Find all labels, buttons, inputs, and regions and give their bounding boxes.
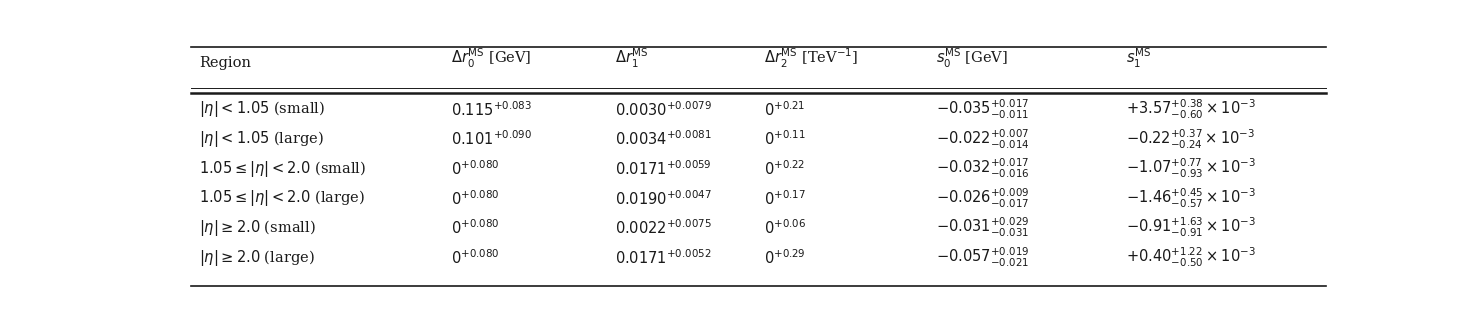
Text: $0^{+0.080}$: $0^{+0.080}$ — [451, 189, 500, 208]
Text: $0^{+0.21}$: $0^{+0.21}$ — [764, 100, 805, 119]
Text: $|\eta| \geq 2.0$ (large): $|\eta| \geq 2.0$ (large) — [198, 247, 314, 268]
Text: $0.0034^{+0.0081}$: $0.0034^{+0.0081}$ — [616, 130, 712, 148]
Text: $0^{+0.080}$: $0^{+0.080}$ — [451, 218, 500, 237]
Text: $1.05 \leq |\eta| < 2.0$ (large): $1.05 \leq |\eta| < 2.0$ (large) — [198, 188, 366, 208]
Text: $-0.026^{+0.009}_{-0.017}$: $-0.026^{+0.009}_{-0.017}$ — [937, 187, 1030, 210]
Text: $-0.031^{+0.029}_{-0.031}$: $-0.031^{+0.029}_{-0.031}$ — [937, 216, 1030, 240]
Text: $0.0030^{+0.0079}$: $0.0030^{+0.0079}$ — [616, 100, 712, 119]
Text: $-0.022^{+0.007}_{-0.014}$: $-0.022^{+0.007}_{-0.014}$ — [937, 127, 1030, 151]
Text: $0.101^{+0.090}$: $0.101^{+0.090}$ — [451, 130, 533, 148]
Text: $0^{+0.11}$: $0^{+0.11}$ — [764, 130, 807, 148]
Text: Region: Region — [198, 56, 250, 70]
Text: $-0.91^{+1.63}_{-0.91} \times 10^{-3}$: $-0.91^{+1.63}_{-0.91} \times 10^{-3}$ — [1126, 216, 1255, 240]
Text: $\Delta r_1^{\mathrm{MS}}$: $\Delta r_1^{\mathrm{MS}}$ — [616, 47, 648, 70]
Text: $-0.057^{+0.019}_{-0.021}$: $-0.057^{+0.019}_{-0.021}$ — [937, 246, 1030, 269]
Text: $0^{+0.22}$: $0^{+0.22}$ — [764, 159, 805, 178]
Text: $0.0190^{+0.0047}$: $0.0190^{+0.0047}$ — [616, 189, 712, 208]
Text: $0^{+0.06}$: $0^{+0.06}$ — [764, 218, 807, 237]
Text: $-1.07^{+0.77}_{-0.93} \times 10^{-3}$: $-1.07^{+0.77}_{-0.93} \times 10^{-3}$ — [1126, 157, 1255, 180]
Text: $0.0171^{+0.0059}$: $0.0171^{+0.0059}$ — [616, 159, 712, 178]
Text: $|\eta| < 1.05$ (large): $|\eta| < 1.05$ (large) — [198, 129, 324, 149]
Text: $s_1^{\mathrm{MS}}$: $s_1^{\mathrm{MS}}$ — [1126, 47, 1150, 70]
Text: $|\eta| \geq 2.0$ (small): $|\eta| \geq 2.0$ (small) — [198, 218, 315, 238]
Text: $|\eta| < 1.05$ (small): $|\eta| < 1.05$ (small) — [198, 99, 324, 119]
Text: $+0.40^{+1.22}_{-0.50} \times 10^{-3}$: $+0.40^{+1.22}_{-0.50} \times 10^{-3}$ — [1126, 246, 1255, 269]
Text: $0^{+0.17}$: $0^{+0.17}$ — [764, 189, 807, 208]
Text: $s_0^{\mathrm{MS}}$ [GeV]: $s_0^{\mathrm{MS}}$ [GeV] — [937, 47, 1008, 70]
Text: $-0.035^{+0.017}_{-0.011}$: $-0.035^{+0.017}_{-0.011}$ — [937, 98, 1030, 121]
Text: $-0.22^{+0.37}_{-0.24} \times 10^{-3}$: $-0.22^{+0.37}_{-0.24} \times 10^{-3}$ — [1126, 127, 1255, 151]
Text: $-1.46^{+0.45}_{-0.57} \times 10^{-3}$: $-1.46^{+0.45}_{-0.57} \times 10^{-3}$ — [1126, 187, 1255, 210]
Text: $1.05 \leq |\eta| < 2.0$ (small): $1.05 \leq |\eta| < 2.0$ (small) — [198, 159, 366, 179]
Text: $-0.032^{+0.017}_{-0.016}$: $-0.032^{+0.017}_{-0.016}$ — [937, 157, 1030, 180]
Text: $0^{+0.080}$: $0^{+0.080}$ — [451, 159, 500, 178]
Text: $\Delta r_2^{\mathrm{MS}}$ [TeV$^{-1}$]: $\Delta r_2^{\mathrm{MS}}$ [TeV$^{-1}$] — [764, 47, 858, 70]
Text: $0^{+0.29}$: $0^{+0.29}$ — [764, 248, 805, 267]
Text: $0.0171^{+0.0052}$: $0.0171^{+0.0052}$ — [616, 248, 712, 267]
Text: $+3.57^{+0.38}_{-0.60} \times 10^{-3}$: $+3.57^{+0.38}_{-0.60} \times 10^{-3}$ — [1126, 98, 1255, 121]
Text: $0.0022^{+0.0075}$: $0.0022^{+0.0075}$ — [616, 218, 712, 237]
Text: $0^{+0.080}$: $0^{+0.080}$ — [451, 248, 500, 267]
Text: $\Delta r_0^{\mathrm{MS}}$ [GeV]: $\Delta r_0^{\mathrm{MS}}$ [GeV] — [451, 47, 531, 70]
Text: $0.115^{+0.083}$: $0.115^{+0.083}$ — [451, 100, 533, 119]
